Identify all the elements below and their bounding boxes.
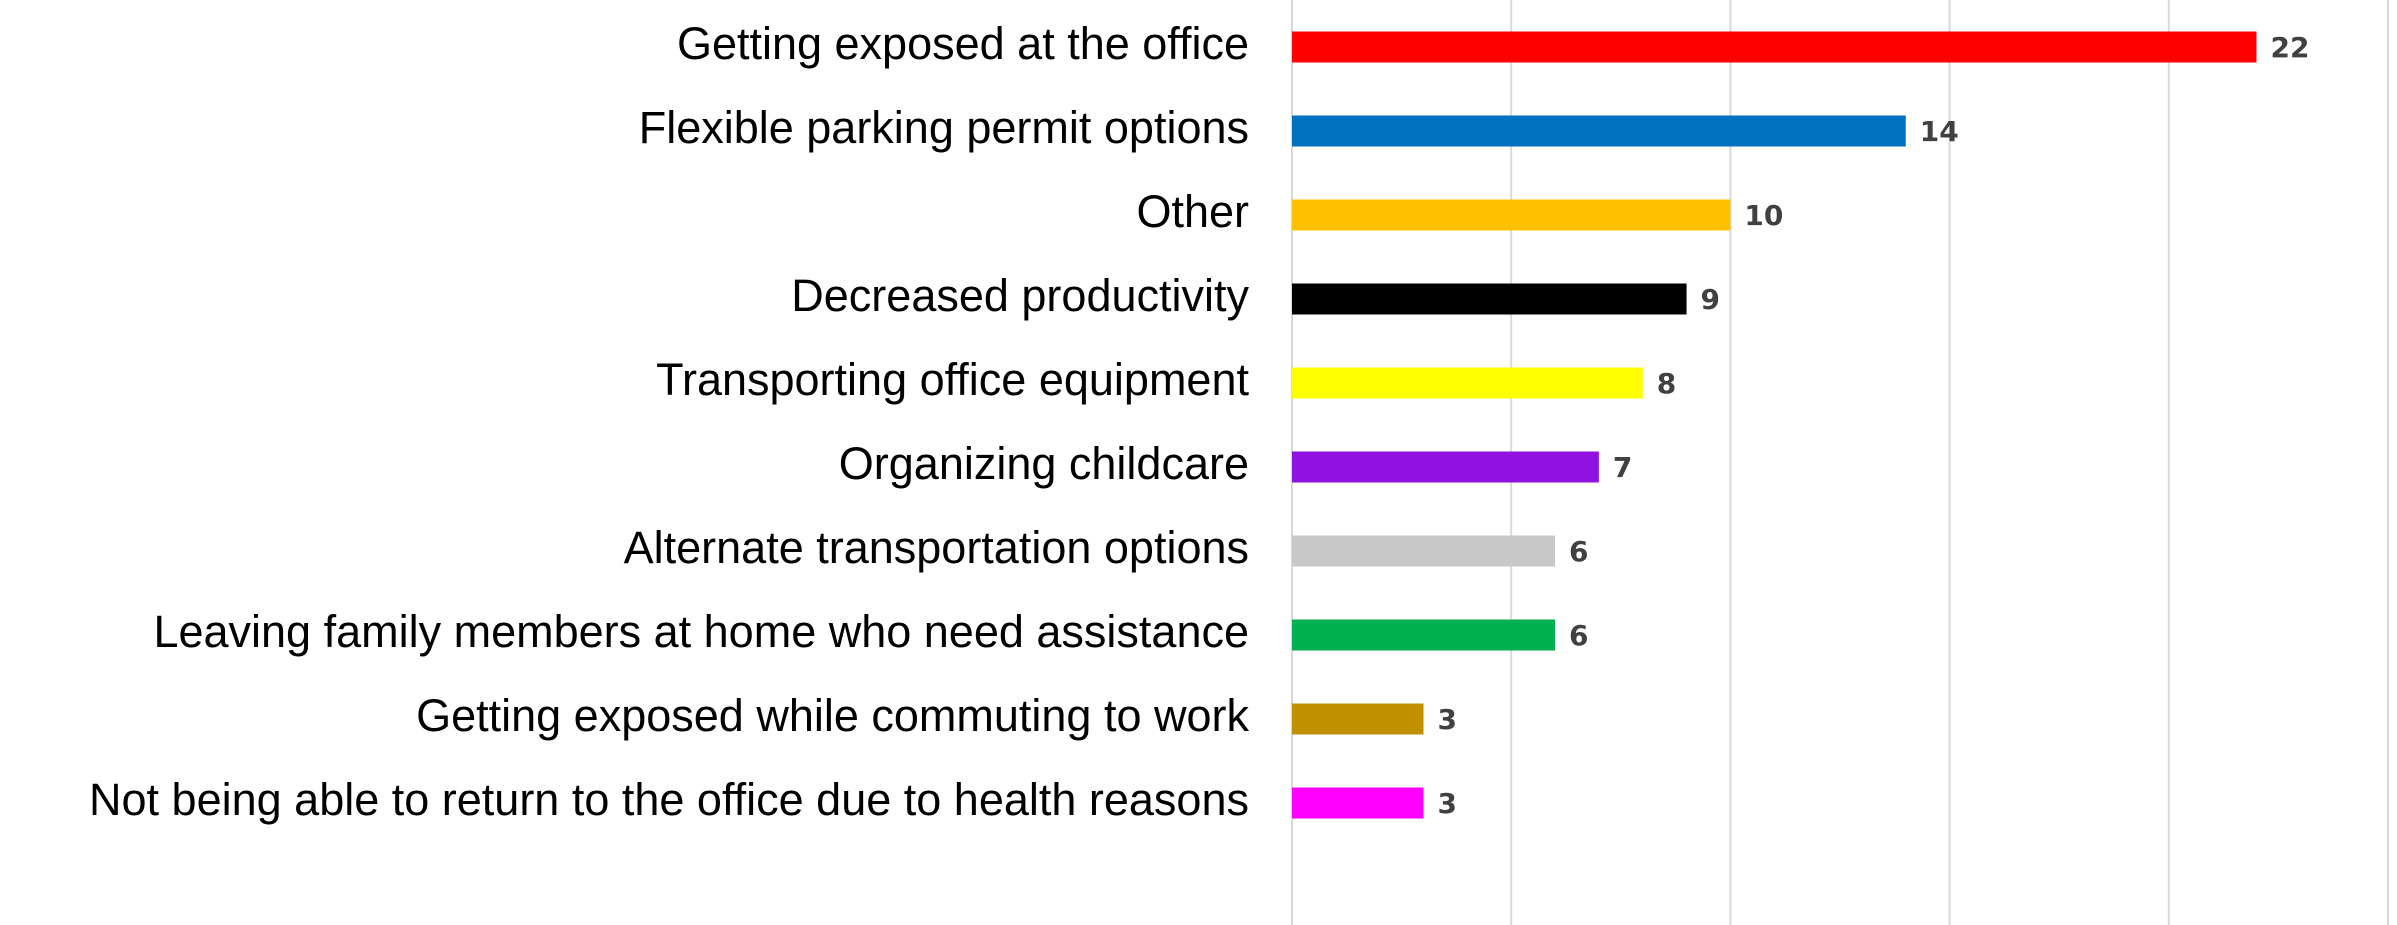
value-label: 6: [1569, 619, 1588, 652]
value-label: 3: [1438, 787, 1457, 820]
value-label: 22: [2270, 31, 2309, 64]
value-label: 3: [1438, 703, 1457, 736]
bar: [1292, 703, 1424, 735]
bar: [1292, 787, 1424, 819]
value-label: 9: [1701, 283, 1720, 316]
bar: [1292, 451, 1599, 483]
bar: [1292, 115, 1906, 147]
category-label: Flexible parking permit options: [639, 102, 1249, 153]
value-label: 6: [1569, 535, 1588, 568]
bar: [1292, 199, 1731, 231]
bar: [1292, 367, 1643, 399]
bar: [1292, 283, 1687, 315]
category-label: Alternate transportation options: [624, 522, 1249, 573]
category-label: Leaving family members at home who need …: [153, 606, 1249, 657]
category-label: Decreased productivity: [791, 270, 1249, 321]
category-label: Getting exposed while commuting to work: [416, 690, 1249, 741]
value-label: 7: [1613, 451, 1632, 484]
value-label: 14: [1920, 115, 1959, 148]
category-label: Getting exposed at the office: [677, 18, 1249, 69]
category-label: Transporting office equipment: [656, 354, 1249, 405]
value-label: 8: [1657, 367, 1676, 400]
bar: [1292, 619, 1556, 651]
category-label: Organizing childcare: [839, 438, 1249, 489]
bar: [1292, 31, 2257, 63]
value-label: 10: [1744, 199, 1783, 232]
category-label: Other: [1136, 186, 1249, 237]
category-label: Not being able to return to the office d…: [89, 774, 1249, 825]
bar: [1292, 535, 1556, 567]
